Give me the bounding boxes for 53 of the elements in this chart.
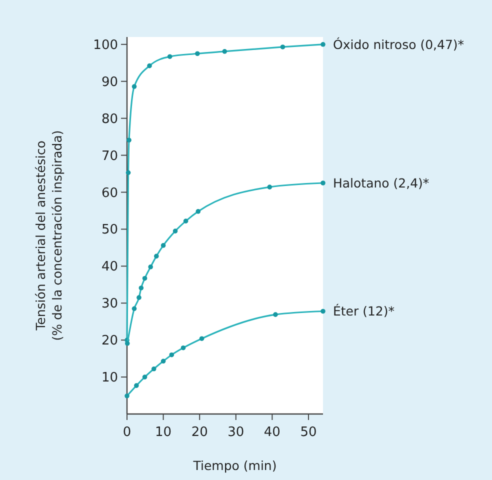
point: [160, 243, 166, 248]
y-tick-label: 90: [101, 74, 118, 90]
series-label: Halotano (2,4)*: [333, 175, 430, 190]
point: [267, 184, 272, 190]
point: [320, 180, 326, 186]
y-tick-label: 50: [101, 222, 118, 238]
x-tick-label: 20: [191, 425, 208, 440]
point: [183, 218, 188, 224]
x-axis-title: Tiempo (min): [192, 458, 277, 473]
y-tick-label: 80: [101, 112, 118, 127]
point: [132, 306, 137, 312]
point: [196, 209, 201, 214]
point: [142, 276, 148, 281]
y-axis-title: Tensión arterial del anestésico (% de la concentración inspirada): [33, 130, 64, 341]
point: [126, 138, 132, 143]
x-tick-label: 50: [300, 425, 317, 440]
point: [280, 44, 286, 50]
y-tick-label: 30: [101, 296, 118, 312]
point: [273, 312, 278, 317]
y-tick-label: 20: [101, 334, 118, 349]
point: [154, 254, 159, 259]
y-tick-label: 40: [101, 260, 118, 275]
x-tick-label: 0: [122, 425, 132, 440]
x-tick-label: 30: [228, 425, 244, 440]
point: [320, 42, 326, 47]
x-tick-label: 40: [264, 425, 280, 440]
y-tick-label: 60: [101, 186, 118, 201]
y-tick-label: 70: [101, 148, 118, 164]
point: [147, 63, 152, 68]
point: [180, 345, 186, 350]
point: [142, 374, 148, 380]
point: [199, 336, 204, 341]
series-label: Éter (12)*: [333, 304, 395, 319]
point: [151, 366, 156, 372]
point: [134, 383, 139, 388]
point: [160, 358, 166, 364]
point: [126, 170, 131, 176]
point: [169, 352, 174, 358]
series-label: Óxido nitroso (0,47)*: [333, 36, 464, 52]
point: [148, 264, 153, 270]
point: [320, 308, 326, 314]
point: [124, 341, 130, 346]
point: [167, 54, 172, 59]
point: [222, 49, 228, 54]
point: [136, 295, 142, 300]
point: [195, 51, 200, 56]
y-tick-label: 10: [101, 370, 118, 386]
point: [138, 286, 144, 290]
y-tick-label: 100: [93, 38, 118, 53]
point: [124, 393, 130, 398]
point: [172, 228, 178, 234]
x-tick-label: 10: [155, 425, 172, 440]
point: [132, 84, 137, 89]
